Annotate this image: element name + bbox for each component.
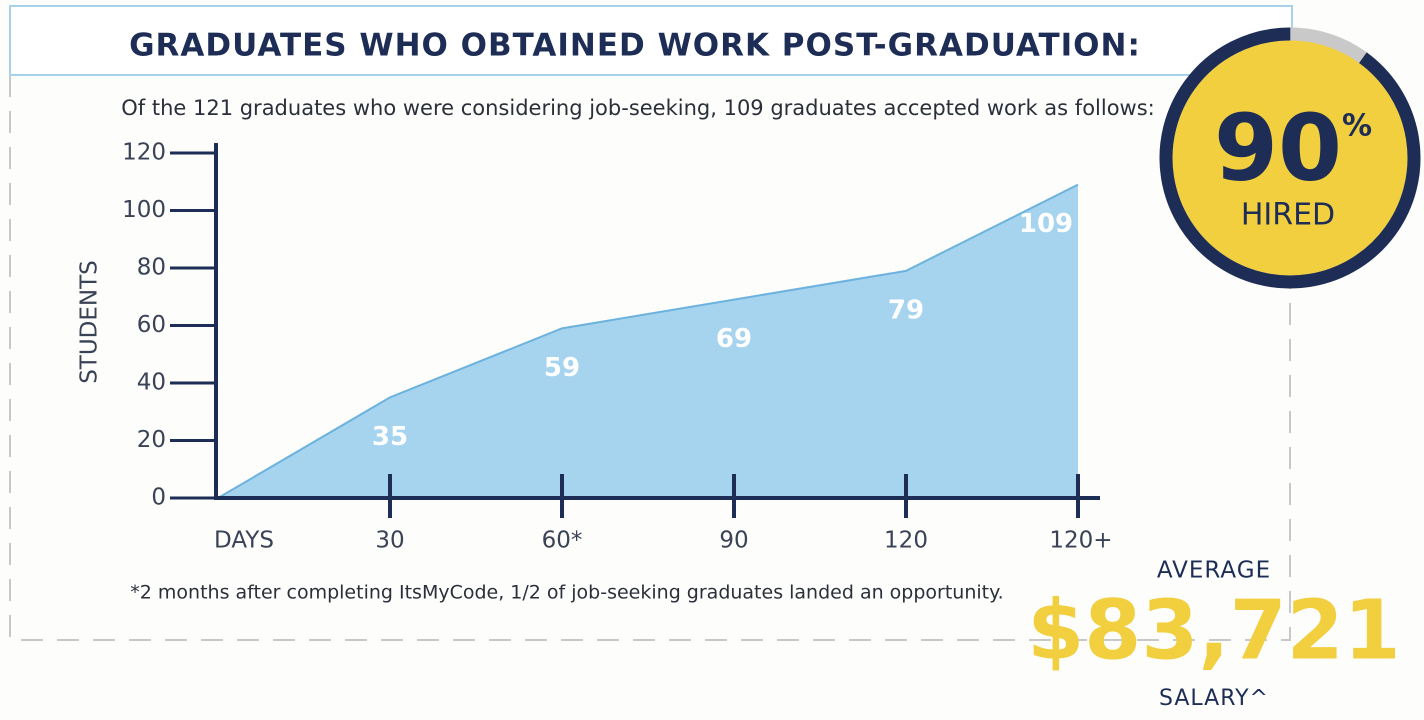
area xyxy=(218,184,1078,498)
x-axis-label: DAYS xyxy=(214,528,274,554)
y-tick-label: 40 xyxy=(137,370,166,396)
data-label: 69 xyxy=(716,324,752,354)
y-tick-label: 120 xyxy=(122,140,166,166)
y-tick-label: 80 xyxy=(137,255,166,281)
x-tick-label: 120+ xyxy=(1049,528,1112,554)
hired-unit: % xyxy=(1342,109,1372,144)
panel-border xyxy=(9,75,1291,641)
x-tick-label: 120 xyxy=(884,528,928,554)
salary-value: $83,721 xyxy=(1027,583,1400,678)
data-label: 109 xyxy=(1019,209,1073,239)
hired-value: 90 xyxy=(1214,94,1342,201)
plot: 35 59 69 79 109 0 20 40 60 80 100 120 30 60* 90 120 120+ xyxy=(122,140,1112,554)
hired-badge: 90 % HIRED xyxy=(1159,27,1421,289)
data-label: 59 xyxy=(544,353,580,383)
y-tick-label: 0 xyxy=(151,485,166,511)
y-tick-label: 20 xyxy=(137,427,166,453)
x-tick-label: 90 xyxy=(719,528,748,554)
data-label: 35 xyxy=(372,422,408,452)
hired-label: HIRED xyxy=(1241,198,1335,233)
chart-title: GRADUATES WHO OBTAINED WORK POST-GRADUAT… xyxy=(129,28,1141,64)
x-tick-label: 60* xyxy=(542,528,583,554)
title-band xyxy=(9,5,1293,76)
subtitle: Of the 121 graduates who were considerin… xyxy=(121,96,1155,120)
gauge-arc xyxy=(1159,27,1421,289)
salary-label: SALARY^ xyxy=(1159,686,1269,711)
y-tick-label: 100 xyxy=(122,197,166,223)
x-tick-label: 30 xyxy=(375,528,404,554)
data-label: 79 xyxy=(888,295,924,325)
salary-caption: AVERAGE xyxy=(1157,558,1271,584)
area-line xyxy=(217,183,1079,499)
y-tick-label: 60 xyxy=(137,312,166,338)
y-axis-label: STUDENTS xyxy=(77,260,103,384)
footnote: *2 months after completing ItsMyCode, 1/… xyxy=(130,582,1003,604)
badge-face xyxy=(1166,34,1414,282)
